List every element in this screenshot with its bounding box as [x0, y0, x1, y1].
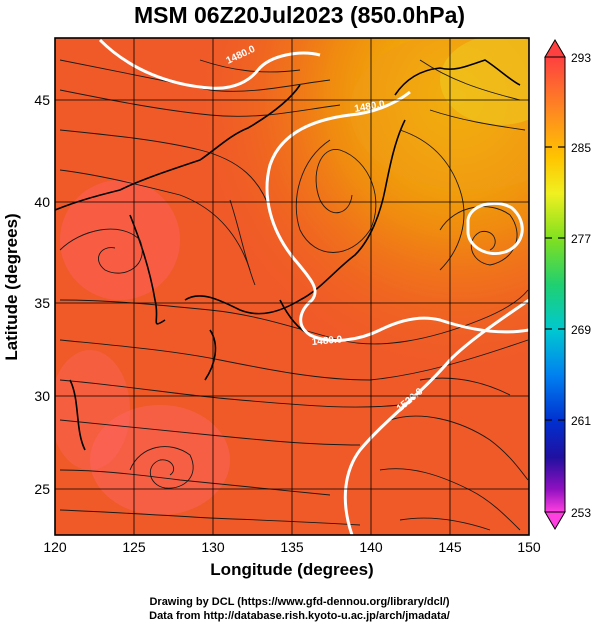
geopotential-contours — [98, 38, 529, 535]
colorbar-tick-label: 269 — [571, 323, 591, 337]
y-tick-labels: 25 30 35 40 45 — [34, 92, 50, 497]
x-tick-label: 120 — [43, 539, 67, 555]
contour-label: 1480.0 — [311, 334, 343, 348]
colorbar-tick-label: 277 — [571, 232, 591, 246]
y-axis-label: Latitude (degrees) — [2, 213, 21, 360]
colorbar-tick-labels: 293 285 277 269 261 253 — [571, 51, 591, 520]
y-tick-label: 30 — [34, 388, 50, 404]
coastlines — [55, 59, 521, 451]
x-tick-label: 145 — [438, 539, 462, 555]
y-tick-label: 45 — [34, 92, 50, 108]
colorbar-tick-label: 253 — [571, 506, 591, 520]
colorbar-top-arrow — [544, 39, 566, 58]
credit-drawing: Drawing by DCL (https://www.gfd-dennou.o… — [149, 596, 450, 608]
x-tick-label: 125 — [122, 539, 146, 555]
x-tick-label: 135 — [280, 539, 304, 555]
y-tick-label: 25 — [34, 481, 50, 497]
figure-title: MSM 06Z20Jul2023 (850.0hPa) — [133, 2, 466, 28]
y-tick-label: 40 — [34, 194, 50, 210]
colorbar-tick-label: 285 — [571, 141, 591, 155]
colorbar-tick-label: 261 — [571, 414, 591, 428]
map-frame — [54, 37, 530, 536]
colorbar: 293 285 277 269 261 253 — [544, 39, 591, 530]
x-tick-label: 140 — [359, 539, 383, 555]
map-gridlines — [55, 38, 529, 535]
colorbar-bottom-arrow — [544, 511, 566, 530]
contour-label: 1480.0 — [354, 99, 386, 115]
x-tick-label: 130 — [201, 539, 225, 555]
colorbar-tick-label: 293 — [571, 51, 591, 65]
x-tick-labels: 120 125 130 135 140 145 150 — [43, 539, 541, 555]
y-tick-label: 35 — [34, 295, 50, 311]
temperature-field — [55, 38, 529, 535]
credit-data-source: Data from http://database.rish.kyoto-u.a… — [149, 610, 450, 622]
x-axis-label: Longitude (degrees) — [210, 560, 373, 579]
x-tick-label: 150 — [517, 539, 541, 555]
